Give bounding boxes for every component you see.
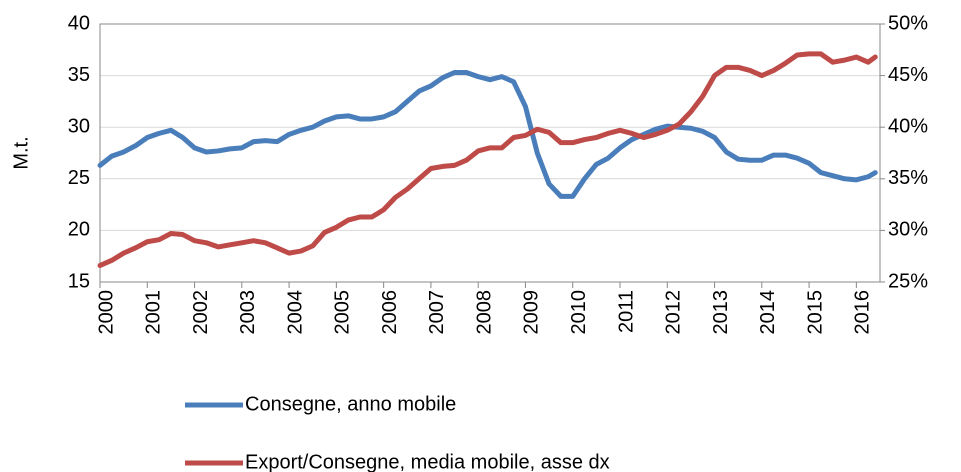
x-tick-label: 2000 [95, 290, 117, 335]
series-line [97, 70, 878, 199]
legend-label: Export/Consegne, media mobile, asse dx [245, 451, 610, 472]
x-tick-label: 2003 [237, 290, 259, 335]
y2-tick-label: 35% [888, 167, 928, 189]
x-tick-label: 2002 [190, 290, 212, 335]
y-tick-label: 35 [68, 64, 90, 86]
series-line [97, 51, 878, 268]
y-tick-label: 25 [68, 167, 90, 189]
x-tick-label: 2016 [852, 290, 874, 335]
y2-tick-label: 30% [888, 219, 928, 241]
x-tick-label: 2015 [804, 290, 826, 335]
x-tick-label: 2013 [710, 290, 732, 335]
y-tick-label: 40 [68, 12, 90, 34]
plot-frame [99, 23, 881, 283]
y-tick-label: 20 [68, 219, 90, 241]
x-tick-label: 2006 [379, 290, 401, 335]
x-tick-label: 2004 [284, 290, 306, 335]
x-tick-label: 2001 [143, 290, 165, 335]
x-tick-label: 2012 [663, 290, 685, 335]
y-tick-label: 30 [68, 115, 90, 137]
x-tick-label: 2009 [521, 290, 543, 335]
x-tick-label: 2005 [332, 290, 354, 335]
x-tick-label: 2011 [615, 290, 637, 333]
x-tick-label: 2010 [568, 290, 590, 335]
x-tick-label: 2014 [757, 290, 779, 335]
y-axis-label: M.t. [10, 136, 32, 169]
y2-tick-label: 25% [888, 270, 928, 292]
x-tick-label: 2007 [426, 290, 448, 335]
y2-tick-label: 45% [888, 64, 928, 86]
legend-label: Consegne, anno mobile [245, 393, 456, 415]
x-tick-label: 2008 [473, 290, 495, 335]
y-tick-label: 15 [68, 270, 90, 292]
y2-tick-label: 50% [888, 12, 928, 34]
y2-tick-label: 40% [888, 115, 928, 137]
